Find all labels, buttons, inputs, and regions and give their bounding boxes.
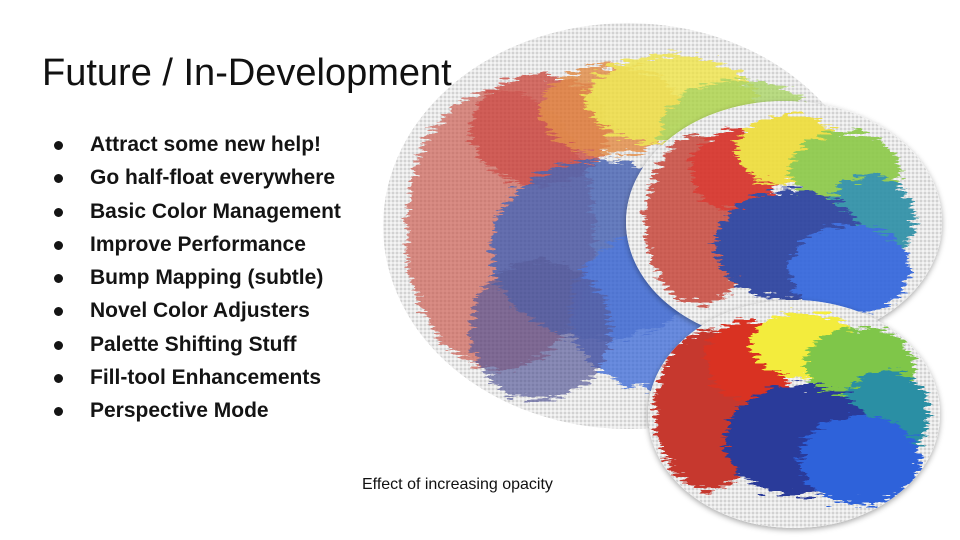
list-item: Bump Mapping (subtle): [44, 261, 341, 294]
bullet-icon: [54, 141, 63, 150]
image-caption: Effect of increasing opacity: [362, 476, 553, 493]
list-item: Perspective Mode: [44, 394, 341, 427]
list-item: Attract some new help!: [44, 128, 341, 161]
list-item-label: Attract some new help!: [90, 133, 322, 156]
bullet-icon: [54, 407, 63, 417]
bullet-icon: [54, 174, 63, 184]
bullet-icon: [54, 374, 63, 384]
list-item-label: Basic Color Management: [90, 199, 341, 223]
list-item: Palette Shifting Stuff: [44, 328, 341, 361]
list-item-label: Novel Color Adjusters: [90, 299, 310, 323]
bullet-icon: [54, 274, 63, 284]
feature-list: Attract some new help! Go half-float eve…: [44, 128, 341, 428]
bullet-icon: [54, 240, 63, 250]
list-item: Basic Color Management: [44, 195, 341, 228]
bullet-icon: [54, 307, 63, 317]
list-item: Go half-float everywhere: [44, 161, 341, 194]
list-item: Improve Performance: [44, 228, 341, 261]
list-item-label: Palette Shifting Stuff: [90, 332, 297, 356]
list-item-label: Bump Mapping (subtle): [90, 266, 324, 290]
bullet-icon: [54, 207, 63, 217]
bullet-icon: [54, 340, 63, 350]
slide-title: Future / In-Development: [42, 52, 452, 94]
list-item: Novel Color Adjusters: [44, 294, 341, 327]
list-item-label: Improve Performance: [90, 232, 306, 256]
list-item-label: Go half-float everywhere: [90, 166, 336, 190]
list-item-label: Perspective Mode: [90, 399, 269, 423]
list-item: Fill-tool Enhancements: [44, 361, 341, 394]
list-item-label: Fill-tool Enhancements: [90, 366, 322, 390]
